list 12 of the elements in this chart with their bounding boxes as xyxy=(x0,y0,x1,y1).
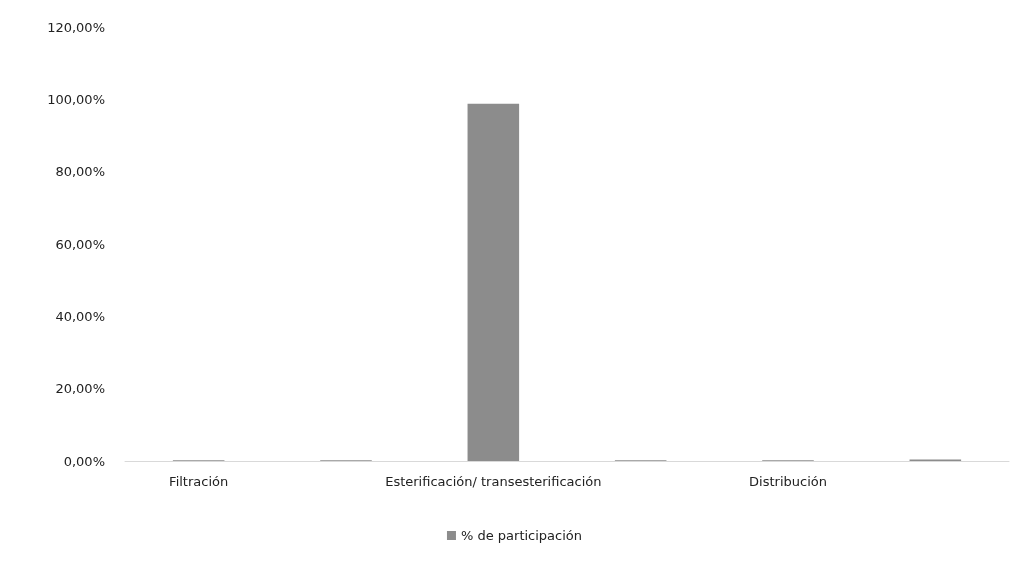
x-tick-label: Filtración xyxy=(169,474,229,489)
x-tick-label: Distribución xyxy=(749,474,827,489)
x-tick-label: Esterificación/ transesterificación xyxy=(385,474,602,489)
y-tick-label: 0,00% xyxy=(63,453,105,469)
y-tick-label: 40,00% xyxy=(55,308,105,324)
y-tick-label: 120,00% xyxy=(47,19,105,35)
bar xyxy=(467,103,520,461)
legend-label: % de participación xyxy=(460,528,583,543)
y-tick-label: 20,00% xyxy=(55,381,105,397)
y-tick-label: 80,00% xyxy=(55,164,105,180)
y-tick-label: 100,00% xyxy=(47,91,105,107)
y-tick-label: 60,00% xyxy=(55,236,105,252)
